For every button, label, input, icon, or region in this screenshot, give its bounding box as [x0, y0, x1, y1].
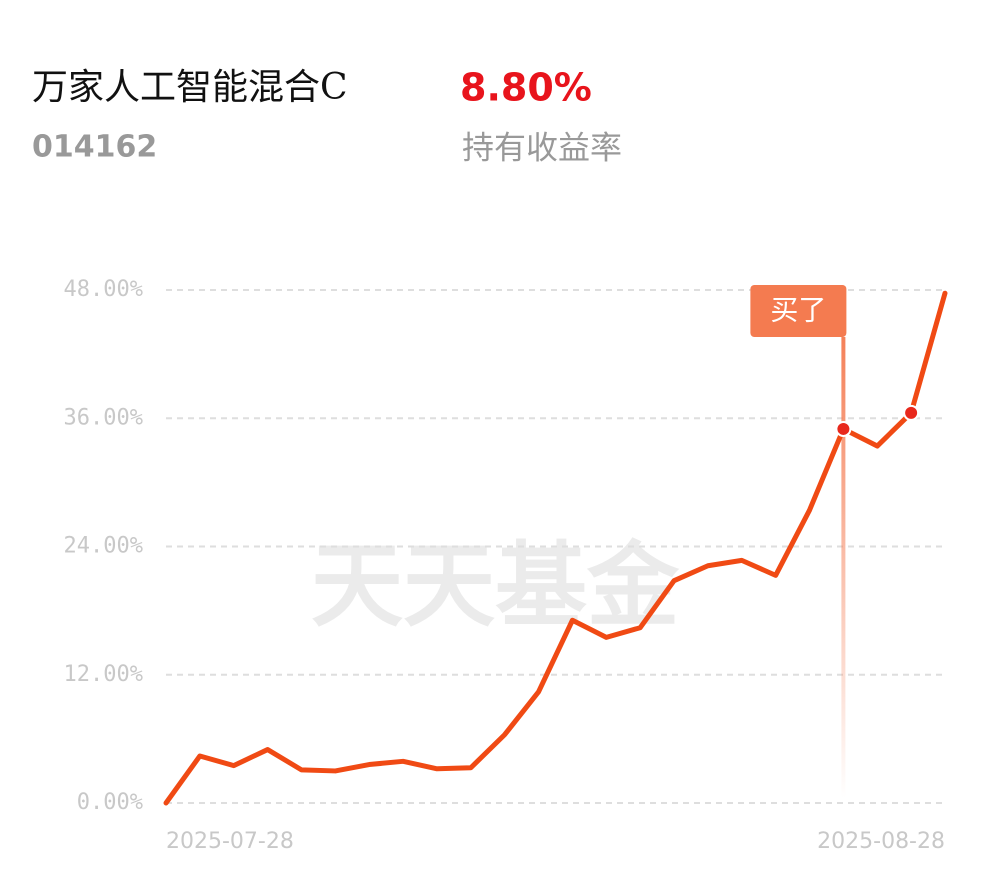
x-tick-label: 2025-08-28 [817, 829, 945, 854]
fund-code: 014162 [32, 130, 157, 165]
y-tick-label: 12.00% [64, 662, 143, 687]
x-tick-label: 2025-07-28 [166, 829, 294, 854]
y-tick-label: 24.00% [64, 534, 143, 559]
point-marker [835, 420, 852, 437]
line [163, 290, 948, 806]
y-tick-label: 0.00% [77, 790, 143, 815]
y-tick-label: 36.00% [64, 405, 143, 430]
return-value: 8.80% [460, 66, 592, 110]
annotation-line [841, 337, 846, 798]
return-label: 持有收益率 [462, 129, 622, 167]
annotation-text: 买了 [770, 294, 826, 327]
point-marker [903, 404, 920, 421]
annotation-box [750, 285, 847, 337]
y-tick-label: 48.00% [64, 277, 143, 302]
watermark: 天天基金 [311, 532, 680, 639]
fund-title: 万家人工智能混合C [32, 67, 348, 108]
